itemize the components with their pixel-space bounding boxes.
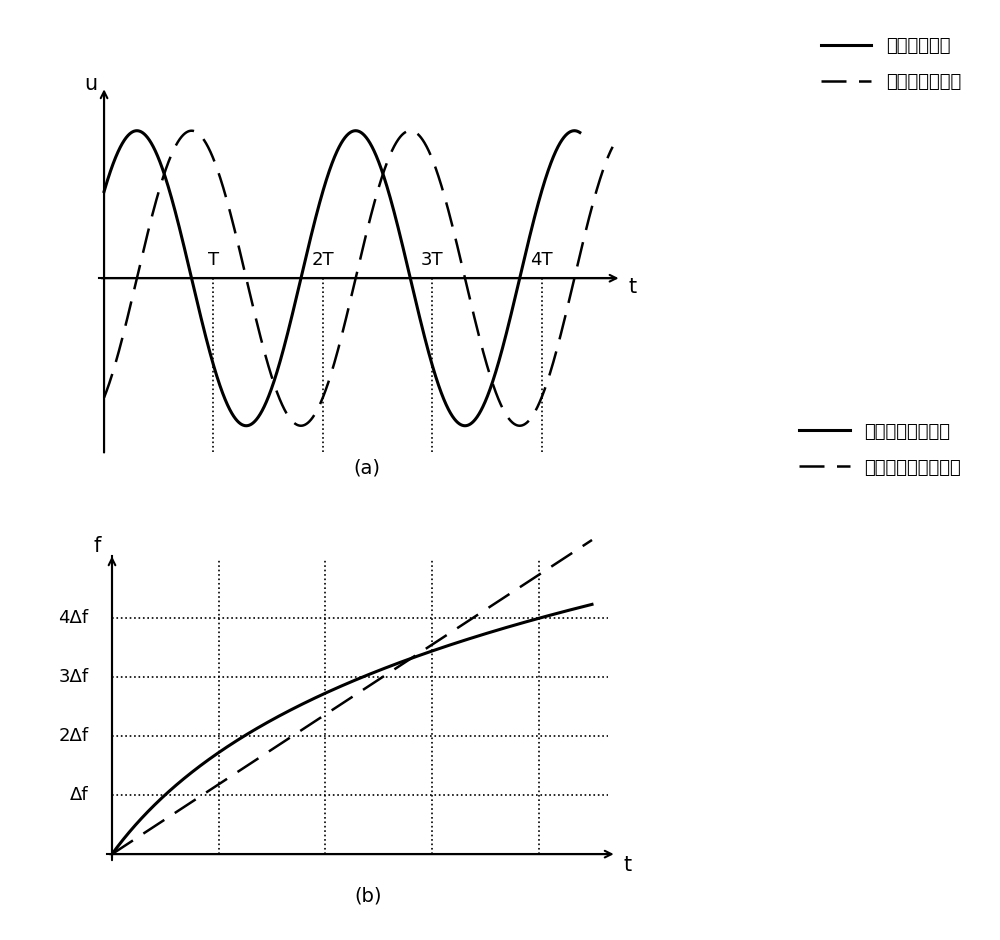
Text: 2Δf: 2Δf [58, 728, 89, 745]
Legend: 实际扫描光源信号, 修正后扫描光源信号: 实际扫描光源信号, 修正后扫描光源信号 [799, 423, 961, 477]
Text: Δf: Δf [70, 786, 89, 805]
Text: 4Δf: 4Δf [58, 609, 89, 627]
Text: t: t [623, 854, 631, 875]
Text: (a): (a) [353, 458, 380, 478]
Text: 3Δf: 3Δf [58, 668, 89, 686]
Text: 2T: 2T [312, 251, 334, 270]
Text: t: t [628, 277, 636, 297]
Text: 3T: 3T [421, 251, 444, 270]
Text: (b): (b) [354, 886, 382, 905]
Text: f: f [93, 537, 101, 556]
Text: T: T [208, 251, 219, 270]
Text: 4T: 4T [530, 251, 553, 270]
Text: u: u [84, 73, 98, 93]
Legend: 实际拍频信号, 修正后拍频信号: 实际拍频信号, 修正后拍频信号 [821, 38, 961, 91]
